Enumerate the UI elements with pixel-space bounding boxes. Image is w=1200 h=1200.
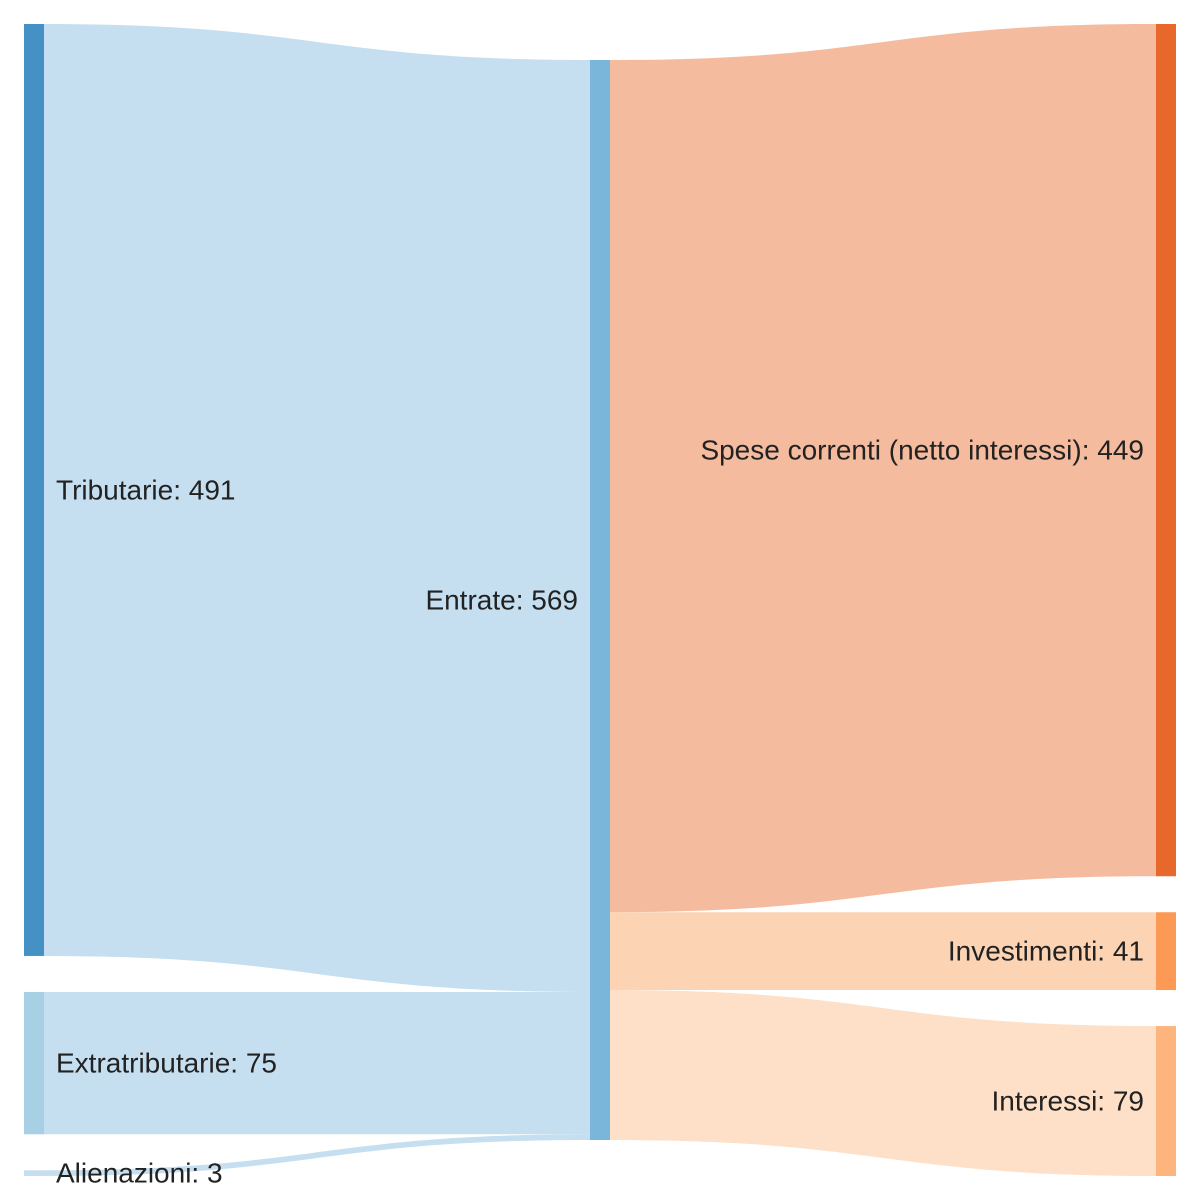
node-extratributarie[interactable] bbox=[24, 991, 44, 1135]
label-alienazioni: Alienazioni: 3 bbox=[56, 1158, 223, 1189]
node-entrate[interactable] bbox=[590, 60, 610, 1140]
link-entrate-interessi[interactable] bbox=[610, 990, 1156, 1176]
node-spese[interactable] bbox=[1156, 24, 1176, 877]
link-alienazioni-entrate[interactable] bbox=[44, 1134, 590, 1176]
label-extratributarie: Extratributarie: 75 bbox=[56, 1048, 277, 1079]
label-entrate: Entrate: 569 bbox=[425, 585, 578, 616]
link-tributarie-entrate[interactable] bbox=[44, 24, 590, 992]
node-investimenti[interactable] bbox=[1156, 912, 1176, 991]
node-interessi[interactable] bbox=[1156, 1026, 1176, 1176]
label-interessi: Interessi: 79 bbox=[991, 1086, 1144, 1117]
label-spese: Spese correnti (netto interessi): 449 bbox=[700, 435, 1144, 466]
node-tributarie[interactable] bbox=[24, 24, 44, 956]
label-investimenti: Investimenti: 41 bbox=[948, 936, 1144, 967]
label-tributarie: Tributarie: 491 bbox=[56, 474, 236, 505]
links-layer bbox=[44, 24, 1156, 1176]
node-alienazioni[interactable] bbox=[24, 1170, 44, 1176]
link-entrate-spese[interactable] bbox=[610, 24, 1156, 913]
labels-layer: Tributarie: 491 Extratributarie: 75 Aliena… bbox=[56, 435, 1144, 1189]
nodes-layer bbox=[24, 24, 1176, 1176]
link-extratributarie-entrate[interactable] bbox=[44, 991, 590, 1135]
link-entrate-investimenti[interactable] bbox=[610, 912, 1156, 991]
